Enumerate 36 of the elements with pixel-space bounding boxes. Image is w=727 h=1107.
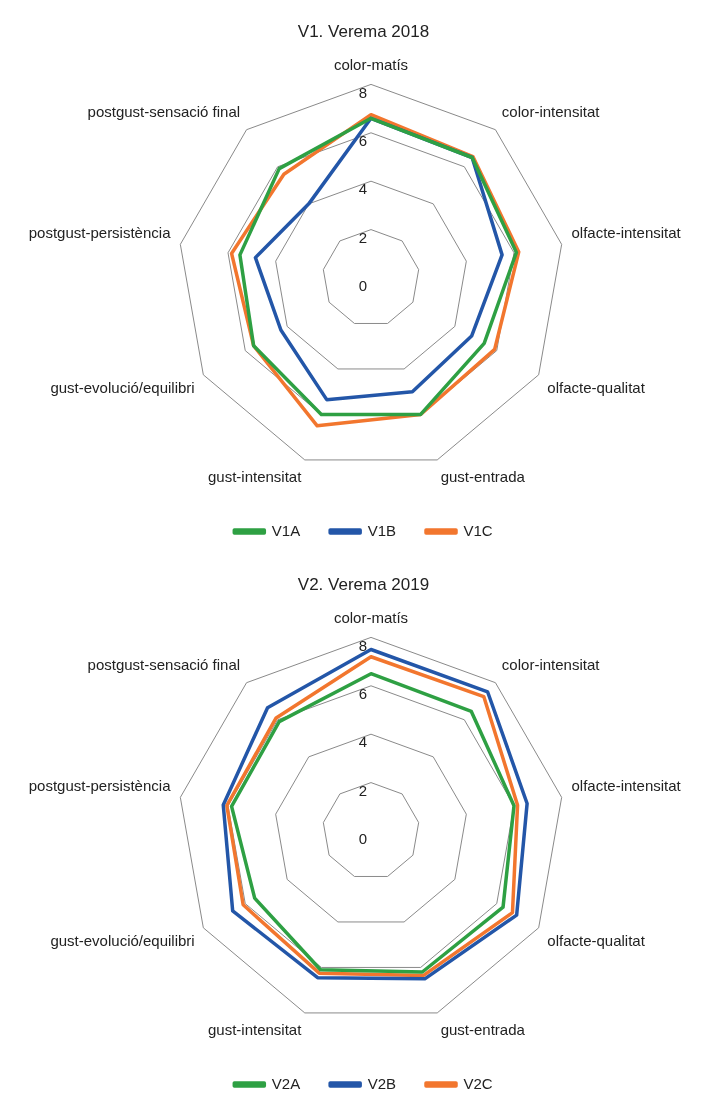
spoke-label: postgust-sensació final [87,103,241,121]
y-tick-label: 6 [358,684,367,702]
chart-title: V1. Verema 2018 [297,21,430,41]
spoke-label: gust-entrada [440,468,526,486]
legend-label: V2C [463,1074,493,1092]
spoke-label: postgust-persistència [28,223,172,241]
y-tick-label: 0 [358,277,367,295]
y-tick-label: 2 [358,781,367,799]
y-tick-label: 4 [358,733,367,751]
legend-label: V1B [367,521,397,539]
spoke-label: color-intensitat [501,656,601,674]
spoke-label: postgust-persistència [28,776,172,794]
chart-title: V2. Verema 2019 [297,574,430,594]
spoke-label: olfacte-intensitat [571,223,682,241]
spoke-label: color-matís [333,55,409,73]
legend-label: V1C [463,521,493,539]
spoke-label: gust-entrada [440,1021,526,1039]
spoke-label: olfacte-qualitat [547,378,646,396]
spoke-label: color-matís [333,608,409,626]
spoke-label: gust-evolució/equilibri [50,931,195,949]
spoke-label: olfacte-intensitat [571,776,682,794]
spoke-label: gust-evolució/equilibri [50,378,195,396]
legend-label: V1A [271,521,301,539]
spoke-label: gust-intensitat [207,1021,303,1039]
spoke-label: olfacte-qualitat [547,931,646,949]
spoke-label: postgust-sensació final [87,656,241,674]
legend-label: V2A [271,1074,301,1092]
spoke-label: color-intensitat [501,103,601,121]
y-tick-label: 6 [358,131,367,149]
spoke-label: gust-intensitat [207,468,303,486]
legend-label: V2B [367,1074,397,1092]
y-tick-label: 2 [358,228,367,246]
y-tick-label: 4 [358,180,367,198]
y-tick-label: 0 [358,830,367,848]
y-tick-label: 8 [358,83,367,101]
y-tick-label: 8 [358,636,367,654]
